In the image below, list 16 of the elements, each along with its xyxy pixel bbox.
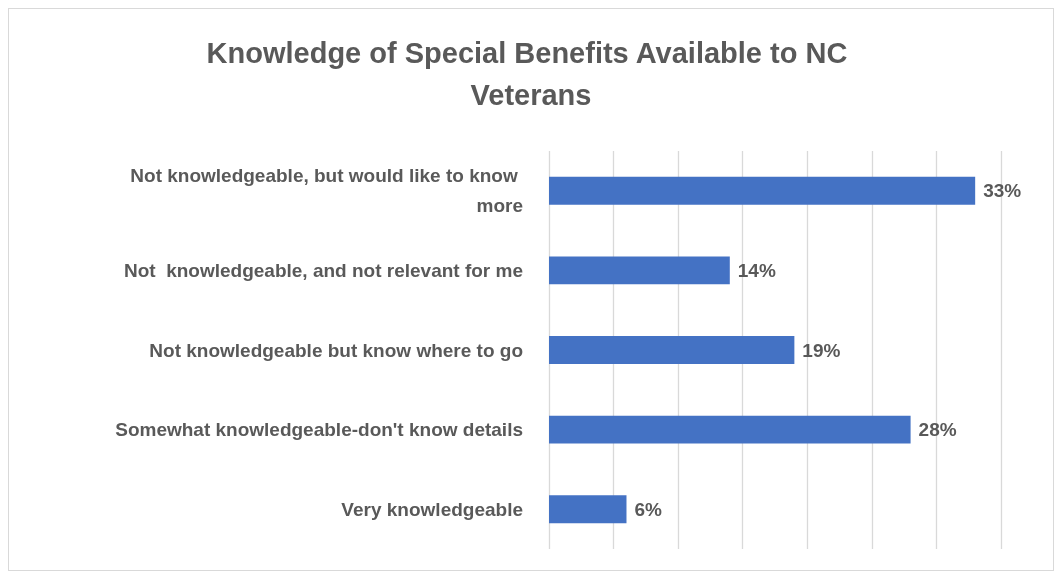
data-label: 14% [737,259,776,281]
y-tick-label: Very knowledgeable [341,498,523,520]
bar [549,415,911,444]
y-tick-label: Somewhat knowledgeable-don't know details [115,419,523,441]
data-label: 6% [634,498,663,520]
y-tick-label: Not knowledgeable, but would like to know more [130,165,523,217]
y-tick-label: Not knowledgeable but know where to go [149,339,523,361]
chart-title: Knowledge of Special Benefits Available to NC Veterans [206,37,856,111]
data-label: 28% [918,419,957,441]
bar [549,336,795,364]
bar [549,256,730,285]
y-tick-label: Not knowledgeable, and not relevant for me [123,259,523,281]
bar [549,176,976,205]
data-label: 19% [802,339,841,361]
bar [549,495,627,524]
data-label: 33% [983,180,1022,202]
